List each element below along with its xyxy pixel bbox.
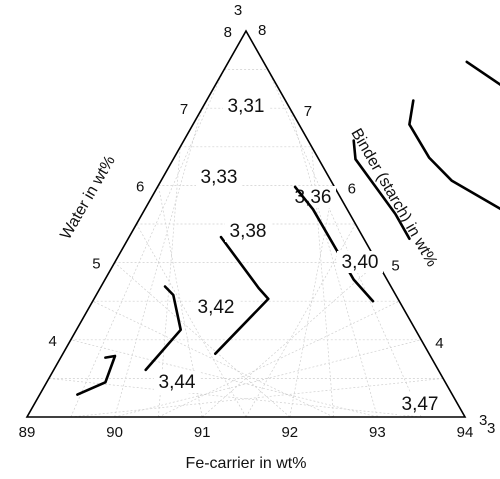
right-axis-tick-label: 7 [304, 103, 312, 120]
grid-line [289, 185, 334, 418]
contour-label: 3,40 [342, 252, 379, 273]
contour-line [352, 139, 411, 240]
contour-label: 3,44 [159, 372, 196, 393]
contour-line [465, 60, 500, 86]
right-axis-tick-label: 5 [391, 258, 399, 275]
left-axis-tick-label: 6 [136, 178, 144, 195]
grid-line [70, 378, 444, 418]
contour-lines: 3,31 3,33 3,36 3,38 3,40 3,42 3,44 3,47 [76, 60, 500, 415]
bottom-axis-tick-label: 90 [106, 424, 123, 441]
contour-label: 3,33 [201, 167, 238, 188]
left-axis-title: Water in wt% [57, 153, 119, 243]
contour-label-background [196, 166, 242, 188]
contour-label-background [397, 393, 443, 415]
contour-line [76, 354, 117, 396]
contour-label: 3,38 [230, 221, 267, 242]
grid-line [267, 69, 422, 418]
bottom-axis-tick-label: 91 [194, 424, 211, 441]
right-axis-tick-label: 6 [348, 180, 356, 197]
contour-label: 3,42 [198, 297, 235, 318]
grid-line [92, 300, 334, 418]
contour-label-background [337, 251, 383, 273]
left-axis-tick-label: 3 [234, 2, 242, 19]
bottom-axis-tick-label: 89 [19, 424, 36, 441]
contour-line [144, 285, 182, 372]
grid-lines [48, 69, 444, 418]
grid-line [158, 300, 400, 418]
contour-label: 3,36 [295, 187, 332, 208]
contour-label-background [154, 371, 200, 393]
grid-line [136, 223, 247, 418]
contour-line [293, 185, 375, 303]
left-axis-tick-label: 7 [180, 101, 188, 118]
right-axis-tick-label: 4 [435, 335, 443, 352]
grid-line [70, 69, 225, 418]
left-axis-tick-label: 4 [48, 333, 56, 350]
left-axis-tick-label: 5 [92, 256, 100, 273]
bottom-axis-tick-label: 94 [457, 424, 474, 441]
right-axis-tick-label: 3 [487, 420, 495, 437]
grid-line [289, 108, 378, 418]
contour-line [408, 99, 500, 211]
contour-label-background [225, 220, 271, 242]
right-axis-title: Binder (starch) in wt% [347, 126, 440, 270]
contour-label-background [223, 95, 269, 117]
grid-line [114, 339, 422, 418]
ternary-frame [25, 29, 467, 418]
grid-line [70, 339, 378, 418]
grid-line [48, 378, 422, 418]
bottom-axis-tick-label: 93 [369, 424, 386, 441]
contour-label-background [193, 296, 239, 318]
contour-label: 3,47 [402, 394, 439, 415]
contour-label-background [290, 186, 336, 208]
bottom-axis-tick-label: 92 [281, 424, 298, 441]
grid-line [114, 262, 291, 418]
right-axis-tick-label: 3 [479, 412, 487, 429]
left-axis-tick-label: 8 [224, 24, 232, 41]
right-axis-tick-label: 8 [258, 22, 266, 39]
contour-line [214, 235, 270, 356]
contour-label: 3,31 [228, 96, 265, 117]
bottom-axis-title: Fe-carrier in wt% [186, 455, 307, 472]
